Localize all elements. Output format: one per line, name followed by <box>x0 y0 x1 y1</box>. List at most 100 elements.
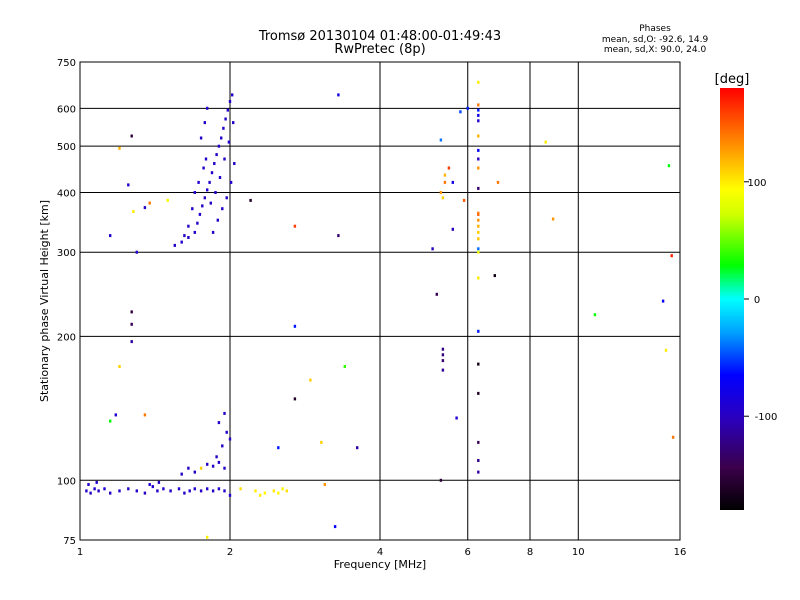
data-point <box>309 378 312 382</box>
data-point <box>443 173 447 177</box>
x-tick-label: 10 <box>572 547 585 558</box>
data-point <box>118 489 121 493</box>
data-point <box>441 359 445 363</box>
data-point <box>85 489 88 493</box>
data-point <box>206 487 209 491</box>
data-point <box>118 146 121 150</box>
data-point <box>209 201 212 205</box>
data-point <box>233 162 236 165</box>
data-point <box>451 180 454 184</box>
chart-title-line1: Tromsø 20130104 01:48:00-01:49:43 <box>258 29 501 44</box>
data-point <box>277 491 280 495</box>
data-point <box>439 138 443 142</box>
data-point <box>477 459 480 462</box>
data-point <box>177 487 181 491</box>
data-point <box>202 166 205 170</box>
data-point <box>323 483 326 486</box>
data-point <box>477 157 480 161</box>
data-point <box>263 491 267 495</box>
colorbar-label: [deg] <box>715 72 750 87</box>
chart-title-line2: RwPretec (8p) <box>334 42 425 57</box>
data-point <box>451 227 454 231</box>
data-point <box>228 100 232 103</box>
data-point <box>118 365 121 368</box>
data-point <box>661 299 665 303</box>
data-point <box>551 217 555 221</box>
data-point <box>337 234 340 238</box>
data-point <box>208 180 211 184</box>
data-point <box>193 230 196 234</box>
data-point <box>148 201 151 205</box>
data-point <box>477 440 480 444</box>
data-point <box>477 134 480 138</box>
data-point <box>169 489 172 493</box>
data-point <box>223 157 226 161</box>
data-point <box>221 444 224 448</box>
x-tick-label: 2 <box>227 547 233 558</box>
data-point <box>228 493 232 497</box>
y-axis-ticks: 75 100 200 300 400 500 600 750 <box>57 58 76 547</box>
data-point <box>157 480 161 484</box>
colorbar-ticks: 100 0 -100 <box>744 178 777 423</box>
data-point <box>477 329 480 333</box>
data-point <box>173 243 176 247</box>
data-point <box>127 183 130 187</box>
x-tick-label: 6 <box>465 547 471 558</box>
data-point <box>187 224 190 228</box>
data-point <box>229 180 233 184</box>
data-point <box>477 103 480 107</box>
data-point <box>148 483 151 486</box>
data-point <box>337 93 340 97</box>
data-point <box>333 525 337 529</box>
data-point <box>95 480 98 484</box>
data-point <box>593 313 597 317</box>
data-point <box>199 466 203 470</box>
data-point <box>293 324 297 328</box>
data-point <box>272 489 276 493</box>
data-point <box>218 176 222 179</box>
data-point <box>477 247 480 251</box>
data-point <box>441 347 445 351</box>
data-point <box>477 224 480 228</box>
y-tick-label: 400 <box>57 188 76 199</box>
data-point <box>206 106 209 110</box>
data-point <box>103 487 106 491</box>
data-point <box>213 162 216 165</box>
data-point <box>225 196 228 200</box>
colorbar-tick-label: -100 <box>755 412 778 423</box>
x-tick-label: 8 <box>527 547 533 558</box>
data-point <box>222 126 225 130</box>
data-point <box>217 421 221 425</box>
data-point <box>477 237 480 241</box>
data-point <box>477 230 480 234</box>
data-point <box>447 166 451 170</box>
x-tick-label: 4 <box>377 547 383 558</box>
data-point <box>127 487 130 491</box>
data-point <box>206 462 209 466</box>
data-point <box>199 136 203 140</box>
data-point <box>109 419 112 423</box>
data-point <box>281 487 284 491</box>
data-point <box>293 397 297 401</box>
data-point <box>441 368 445 372</box>
data-point <box>356 446 359 450</box>
data-point <box>227 140 231 144</box>
data-point <box>87 483 90 486</box>
data-point <box>223 489 226 493</box>
data-point <box>320 440 323 444</box>
data-point <box>180 240 183 244</box>
data-point <box>443 180 447 184</box>
data-point <box>496 180 500 184</box>
data-point <box>180 472 183 476</box>
data-point <box>462 198 466 202</box>
data-point <box>211 464 215 468</box>
data-point <box>143 206 147 210</box>
data-point <box>477 80 480 84</box>
data-point <box>254 489 257 493</box>
data-point <box>544 140 547 144</box>
data-point <box>477 218 480 222</box>
data-point <box>214 191 217 194</box>
data-point <box>220 136 223 140</box>
data-point <box>477 211 480 215</box>
data-point <box>188 489 191 493</box>
